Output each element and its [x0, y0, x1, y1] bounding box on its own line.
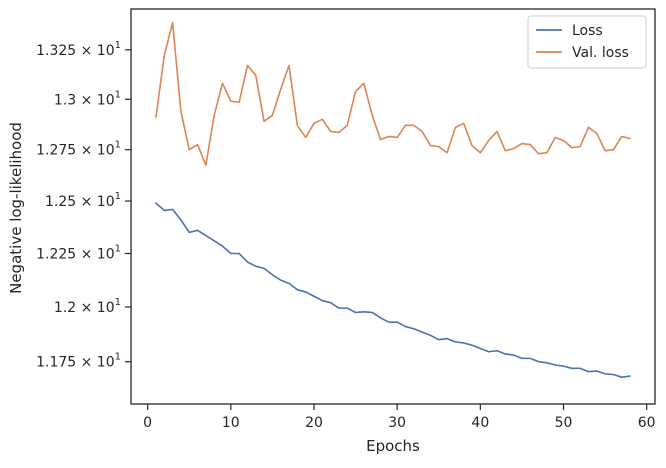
- y-tick-label: 1.2 × 101: [54, 297, 121, 316]
- x-tick-label: 0: [143, 415, 152, 431]
- x-tick-label: 60: [638, 415, 656, 431]
- legend-box: [527, 15, 647, 69]
- y-tick-label: 1.225 × 101: [36, 244, 121, 263]
- y-tick-label: 1.25 × 101: [45, 191, 121, 210]
- chart-marks: [155, 21, 631, 378]
- y-axis: 1.175 × 101 1.2 × 101 1.225 × 101 1.25 × 10…: [36, 40, 131, 371]
- x-axis: 0 10 20 30 40 50 60: [143, 404, 656, 431]
- x-tick-label: 50: [555, 415, 573, 431]
- x-tick-label: 10: [222, 415, 240, 431]
- series-line-val-loss: [155, 21, 631, 166]
- y-tick-label: 1.275 × 101: [36, 140, 121, 159]
- legend-label: Loss: [572, 23, 603, 39]
- plot-background: [131, 9, 655, 404]
- x-axis-label: Epochs: [366, 437, 420, 455]
- y-tick-label: 1.325 × 101: [36, 40, 121, 59]
- x-tick-label: 30: [388, 415, 406, 431]
- y-tick-label: 1.3 × 101: [54, 89, 121, 108]
- legend: Loss Val. loss: [527, 15, 647, 69]
- plot-frame: [130, 8, 656, 405]
- series-line-loss: [155, 202, 631, 378]
- x-tick-label: 40: [471, 415, 489, 431]
- y-axis-label: Negative log-likelihood: [7, 122, 25, 294]
- y-tick-label: 1.175 × 101: [36, 352, 121, 371]
- legend-label: Val. loss: [572, 45, 629, 61]
- x-tick-label: 20: [305, 415, 323, 431]
